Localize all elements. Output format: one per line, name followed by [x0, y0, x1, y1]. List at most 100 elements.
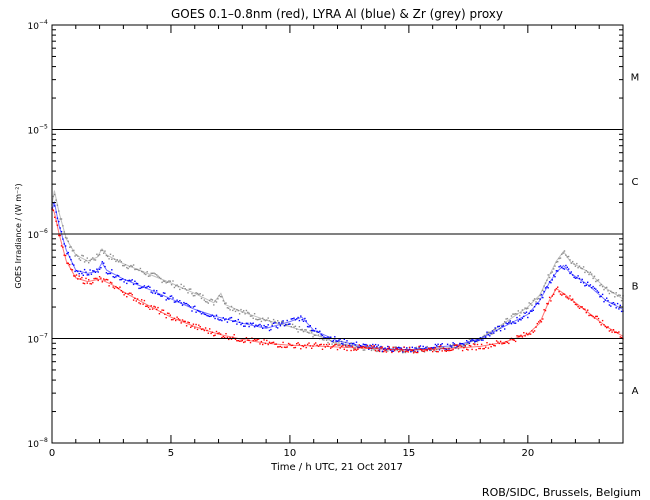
series-point: [524, 307, 526, 309]
series-point: [215, 330, 218, 333]
series-point: [232, 320, 234, 323]
series-point: [565, 264, 567, 267]
series-point: [103, 278, 105, 280]
series-point: [561, 253, 563, 255]
series-point: [56, 224, 59, 226]
series-point: [527, 316, 529, 319]
series-point: [311, 329, 313, 332]
series-point: [474, 343, 476, 346]
series-point: [302, 330, 305, 333]
series-point: [535, 301, 537, 303]
series-point: [593, 275, 596, 277]
series-point: [591, 314, 593, 317]
series-point: [79, 270, 82, 273]
series-point: [183, 301, 185, 304]
series-point: [483, 347, 485, 350]
series-point: [316, 344, 318, 346]
series-point: [321, 348, 324, 350]
series-point: [165, 317, 167, 319]
series-point: [544, 287, 547, 289]
series-point: [578, 307, 581, 309]
series-point: [403, 346, 405, 348]
series-point: [225, 302, 227, 304]
series-point: [398, 346, 400, 349]
series-point: [119, 279, 121, 281]
series-point: [64, 236, 67, 239]
series-point: [74, 275, 76, 277]
series-point: [331, 343, 333, 345]
series-point: [563, 268, 566, 270]
y-tick-exponent: −6: [39, 228, 48, 235]
series-point: [342, 345, 344, 347]
series-point: [611, 302, 613, 304]
series-point: [214, 317, 216, 320]
series-point: [578, 265, 581, 267]
series-point: [620, 310, 623, 313]
series-point: [597, 279, 600, 281]
series-point: [581, 268, 583, 270]
series-point: [194, 305, 196, 307]
series-point: [260, 325, 263, 327]
series-point: [222, 317, 224, 319]
series-point: [306, 331, 309, 333]
series-point: [127, 279, 129, 282]
series-point: [606, 297, 608, 299]
series-point: [274, 343, 276, 345]
series-point: [262, 327, 264, 329]
series-point: [350, 342, 352, 344]
series-point: [173, 286, 176, 289]
series-point: [315, 334, 317, 336]
series-point: [245, 322, 248, 324]
series-point: [141, 270, 143, 273]
series-point: [581, 278, 583, 281]
series-point: [203, 299, 205, 301]
series-point: [359, 346, 362, 348]
series-point: [198, 324, 200, 326]
series-point: [487, 347, 490, 349]
series-point: [460, 343, 462, 345]
series-point: [546, 286, 548, 288]
series-point: [236, 340, 238, 342]
series-point: [357, 348, 359, 350]
series-point: [463, 345, 465, 347]
series-point: [240, 340, 242, 342]
series-point: [353, 342, 355, 345]
series-point: [577, 275, 579, 277]
series-point: [440, 344, 442, 346]
series-point: [408, 346, 411, 349]
series-point: [259, 343, 261, 345]
series-point: [219, 333, 222, 335]
series-point: [391, 350, 393, 352]
series-point: [436, 350, 438, 353]
series-point: [294, 346, 297, 349]
series-point: [339, 338, 341, 340]
series-point: [54, 216, 56, 218]
series-point: [275, 343, 277, 345]
series-point: [505, 322, 507, 324]
series-line: [51, 200, 624, 351]
series-point: [452, 342, 454, 344]
series-point: [510, 315, 513, 317]
series-point: [591, 273, 593, 275]
series-point: [149, 286, 151, 288]
y-axis-label: GOES Irradiance / (W m⁻²): [14, 183, 23, 288]
series-point: [574, 277, 577, 279]
series-point: [55, 220, 57, 222]
series-point: [158, 276, 161, 279]
series-point: [395, 346, 397, 348]
series-point: [504, 342, 506, 344]
series-point: [287, 323, 290, 325]
series-point: [453, 343, 456, 345]
series-point: [433, 349, 435, 351]
series-point: [281, 320, 283, 323]
series-point: [294, 325, 297, 327]
series-point: [592, 315, 594, 318]
series-point: [414, 347, 416, 349]
series-point: [509, 338, 511, 340]
series-point: [213, 335, 215, 337]
series-point: [402, 350, 404, 352]
series-point: [67, 240, 69, 242]
series-point: [115, 260, 117, 263]
series-point: [456, 346, 458, 348]
series-point: [122, 264, 124, 267]
